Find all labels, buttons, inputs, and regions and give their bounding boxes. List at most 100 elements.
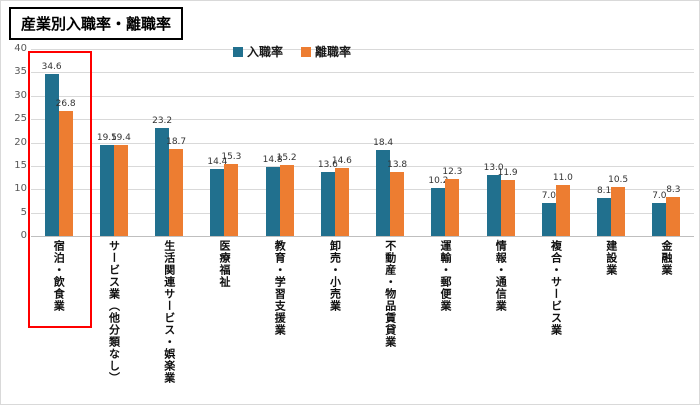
category-axis: 宿泊・飲食業 サービス業（他分類なし） 生活関連サービス・娯楽業 医療福祉 教育・学習支…	[31, 240, 694, 403]
bar-entry-rate	[597, 198, 612, 236]
y-axis-tick-label: 0	[20, 230, 27, 241]
y-axis-tick-label: 35	[14, 66, 27, 78]
category-label-text: 複合・サービス業	[549, 240, 563, 336]
bar-entry-rate	[210, 168, 225, 236]
legend-label-entry-rate: 入職率	[247, 45, 284, 59]
bar-value-label: 14.6	[331, 155, 352, 166]
gridline	[31, 95, 694, 97]
bar-value-label: 15.2	[276, 152, 297, 163]
category-label: 複合・サービス業	[528, 240, 583, 336]
category-label: 卸売・小売業	[307, 240, 362, 312]
bar-value-label: 19.5	[96, 132, 117, 143]
category-label-text: 金融業	[659, 240, 673, 276]
category-label-text: 医療福祉	[217, 240, 231, 288]
legend-item-entry-rate: 入職率	[233, 43, 283, 60]
gridline	[31, 189, 694, 191]
bar-value-label: 8.3	[666, 185, 681, 196]
y-axis-tick-label: 15	[14, 159, 27, 171]
category-label-text: 生活関連サービス・娯楽業	[162, 240, 176, 384]
category-label: 宿泊・飲食業	[31, 240, 86, 312]
y-axis-tick-label: 25	[14, 113, 27, 125]
bar-separation-rate	[555, 184, 570, 236]
gridline	[31, 165, 694, 167]
bar-separation-rate	[666, 197, 681, 236]
bar-separation-rate	[611, 186, 626, 236]
category-label-text: 運輸・郵便業	[438, 240, 452, 312]
bar-separation-rate	[58, 110, 73, 236]
category-label-text: サービス業（他分類なし）	[107, 240, 121, 384]
bar-entry-rate	[486, 175, 501, 236]
gridline	[31, 212, 694, 214]
bar-value-label: 8.1	[596, 186, 612, 197]
gridline	[31, 142, 694, 144]
bar-value-label: 23.2	[152, 115, 173, 126]
y-axis-tick-label: 20	[14, 136, 27, 148]
bar-entry-rate	[265, 166, 280, 236]
legend-swatch-entry-rate	[233, 46, 243, 57]
bar-value-label: 12.3	[442, 166, 463, 177]
category-label-text: 教育・学習支援業	[273, 240, 287, 336]
bar-value-label: 13.0	[483, 163, 504, 174]
bar-value-label: 11.0	[552, 172, 573, 183]
category-label-text: 建設業	[604, 240, 618, 276]
category-label: 不動産・物品賃貸業	[363, 240, 418, 348]
gridline	[31, 119, 694, 121]
category-label: 医療福祉	[197, 240, 252, 288]
bar-separation-rate	[224, 164, 239, 236]
plot-area: 34.6 26.8 19.5 19.4 23.2 18.7 14.4 15.3 14.8 15.2…	[31, 49, 694, 237]
y-axis-tick-label: 30	[14, 89, 27, 101]
y-axis: 0 5 10 15 20 25 30 35 40	[1, 43, 27, 241]
gridline	[31, 72, 694, 74]
category-label: 金融業	[639, 240, 694, 276]
bar-entry-rate	[320, 172, 335, 236]
category-label: 生活関連サービス・娯楽業	[142, 240, 197, 384]
bar-value-label: 18.7	[166, 136, 187, 147]
category-label-text: 不動産・物品賃貸業	[383, 240, 397, 348]
category-label: 運輸・郵便業	[418, 240, 473, 312]
gridline	[31, 49, 694, 50]
bar-separation-rate	[445, 178, 460, 236]
category-label-text: 卸売・小売業	[328, 240, 342, 312]
bar-value-label: 10.5	[608, 174, 629, 185]
bar-value-label: 34.6	[41, 62, 62, 73]
legend-swatch-separation-rate	[301, 46, 312, 57]
bar-separation-rate	[279, 164, 294, 236]
bar-value-label: 13.6	[317, 160, 338, 171]
bar-value-label: 10.2	[428, 176, 449, 187]
legend-item-separation-rate: 離職率	[301, 43, 351, 60]
category-label-text: 宿泊・飲食業	[52, 240, 66, 312]
bar-value-label: 26.8	[55, 98, 76, 109]
bar-entry-rate	[376, 149, 391, 236]
bar-separation-rate	[334, 167, 349, 236]
bar-value-label: 11.9	[497, 168, 518, 179]
bar-value-label: 19.4	[110, 133, 131, 144]
chart-title: 産業別入職率・離職率	[9, 7, 184, 40]
bar-value-label: 7.0	[541, 191, 557, 202]
legend-label-separation-rate: 離職率	[315, 45, 352, 59]
bar-value-label: 14.4	[207, 156, 228, 167]
bar-value-label: 7.0	[652, 191, 667, 202]
bar-value-label: 14.8	[262, 154, 283, 165]
bar-separation-rate	[169, 148, 184, 236]
bar-value-label: 15.3	[221, 152, 242, 163]
bar-separation-rate	[390, 171, 405, 236]
bar-value-label: 18.4	[373, 137, 394, 148]
bar-separation-rate	[113, 145, 128, 236]
category-label: サービス業（他分類なし）	[86, 240, 141, 384]
bar-entry-rate	[431, 188, 446, 236]
category-label-text: 情報・通信業	[494, 240, 508, 312]
y-axis-tick-label: 5	[20, 206, 27, 218]
category-label: 情報・通信業	[473, 240, 528, 312]
chart-legend: 入職率 離職率	[233, 43, 351, 60]
y-axis-tick-label: 40	[14, 43, 27, 54]
category-label: 建設業	[584, 240, 639, 276]
bar-entry-rate	[44, 74, 59, 236]
category-label: 教育・学習支援業	[252, 240, 307, 336]
bar-entry-rate	[99, 144, 114, 236]
bar-value-label: 13.8	[387, 159, 408, 170]
bar-entry-rate	[652, 203, 667, 236]
y-axis-tick-label: 10	[14, 183, 27, 195]
bar-entry-rate	[541, 203, 556, 236]
bar-separation-rate	[500, 180, 515, 236]
